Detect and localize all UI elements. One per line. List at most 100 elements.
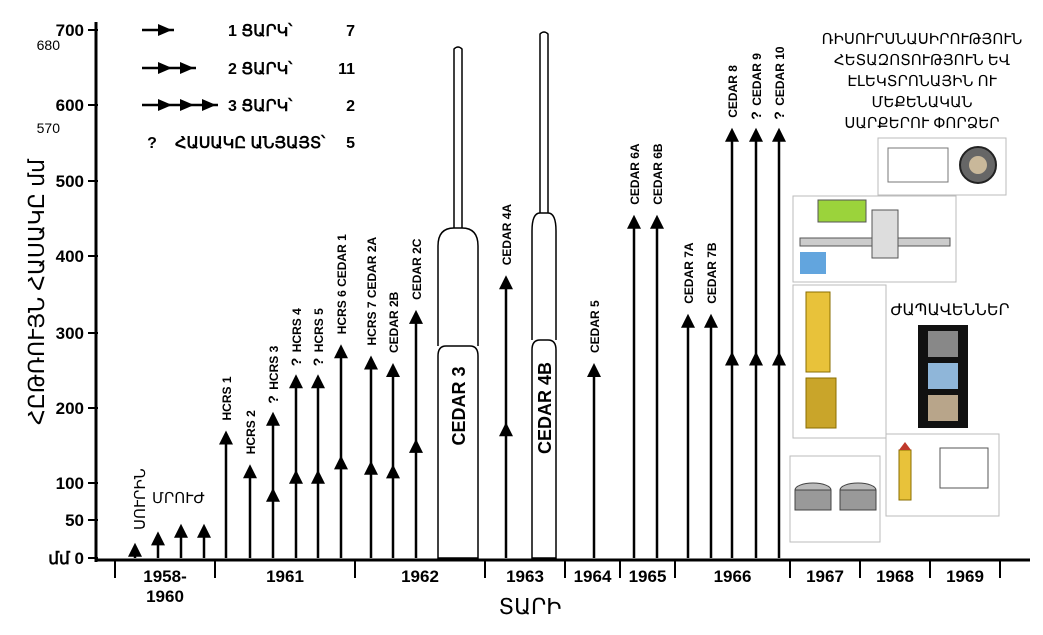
figure-can-left-body [794, 489, 832, 511]
legend-count: 7 [346, 23, 355, 40]
rocket-label: CEDAR 10 [773, 46, 787, 106]
rocket-tip [587, 363, 601, 377]
legend-arrow-head [202, 99, 216, 111]
rocket-label: CEDAR 4A [500, 204, 514, 266]
group-label: ՍՈՒՐԻՆ [132, 468, 149, 530]
rocket-tip [704, 313, 718, 328]
unknown-mark: ? [288, 358, 304, 367]
figure-blue-tank [800, 252, 826, 274]
rocket-mid-head [772, 351, 786, 366]
side-panel-layer: ՌԻՍՈՒՐՍՆԱՍԻՐՈՒԹՅՈՒՆ ՀԵՏԱԶՈՏՈՒԹՅՈՒՆ ԵՎ ԷԼԵԿ… [789, 31, 1023, 543]
tube-stem [539, 31, 549, 213]
rocket-mid-head [364, 460, 378, 475]
rocket-label: HCRS 2 [244, 410, 258, 454]
rocket-mid-head [499, 422, 513, 437]
legend-text: 2 ՑԱՐԿ՝ [228, 60, 293, 78]
y-tick-label: 700 [56, 21, 84, 40]
rocket-label: CEDAR 6A [628, 143, 642, 205]
legend-text: ՀԱՍԱԿԸ ԱՆՅԱՅՏ՝ [175, 134, 326, 152]
rocket-mid-head [289, 469, 303, 484]
figure-payload-nose [899, 442, 911, 450]
y-tick-label: 300 [56, 324, 84, 343]
year-label: 1962 [401, 567, 439, 586]
rocket-mid-head [725, 351, 739, 366]
rocket-label: HCRS 1 [220, 376, 234, 420]
tube-label: CEDAR 3 [449, 366, 469, 445]
figure-can-right-body [839, 489, 877, 511]
rocket-label: HCRS 5 [312, 308, 326, 352]
tube-body [531, 339, 557, 559]
legend-text: 1 ՑԱՐԿ՝ [228, 22, 293, 40]
y-tick-label: 500 [56, 172, 84, 191]
rocket-tip [151, 531, 165, 546]
rocket-tip [243, 464, 257, 479]
year-label: 1965 [629, 567, 667, 586]
side-films-label: ԺԱՊԱՎԵՆՆԵՐ [890, 302, 1009, 319]
unknown-mark: ? [310, 358, 326, 367]
year-label: 1958- [143, 567, 186, 586]
rocket-mid-head [749, 351, 763, 366]
unknown-mark: ? [265, 395, 281, 404]
rocket-mid-head [386, 464, 400, 479]
rocket-label: CEDAR 9 [750, 53, 764, 106]
legend-layer: 1 ՑԱՐԿ՝ 7 2 ՑԱՐԿ՝ 11 3 ՑԱՐԿ՝ 2? ՀԱՍԱԿԸ ԱՆՅԱՅՏ՝… [142, 22, 355, 152]
y-tick-label: մմ 0 [48, 549, 84, 568]
year-label: 1963 [506, 567, 544, 586]
legend-count: 5 [346, 135, 355, 152]
legend-arrow-head [180, 99, 194, 111]
y-tick-label: 200 [56, 399, 84, 418]
group-label: ՄՐՈՒԺ [152, 490, 205, 507]
rocket-tip [364, 355, 378, 370]
legend-arrow-head [158, 62, 172, 74]
rocket-tip [499, 275, 513, 290]
figure-detector-core [969, 156, 987, 174]
figure-payload-box [939, 447, 989, 489]
side-title-line: ՄԵՔԵՆԱԿԱՆ [871, 94, 972, 111]
rocket-tip [289, 374, 303, 389]
year-label: 1969 [946, 567, 984, 586]
rocket-label: HCRS 4 [290, 308, 304, 352]
side-title-line: ՌԻՍՈՒՐՍՆԱՍԻՐՈՒԹՅՈՒՆ [822, 31, 1023, 48]
figure-film-frame [928, 331, 958, 357]
rocket-label: HCRS 7 CEDAR 2A [365, 236, 379, 345]
rocket-tip [772, 127, 786, 142]
figure-coil-top [805, 291, 831, 373]
year-label: 1967 [806, 567, 844, 586]
side-title-line: ՍԱՐՔԵՐՈՒ ՓՈՐՁԵՐ [844, 115, 999, 132]
y-tick-label: 400 [56, 247, 84, 266]
legend-text: 3 ՑԱՐԿ՝ [228, 97, 293, 115]
rocket-tip [681, 313, 695, 328]
legend-arrow-head [180, 62, 194, 74]
y-extra-label: 570 [37, 120, 61, 136]
year-label: 1961 [266, 567, 304, 586]
figure-film-frame [928, 395, 958, 421]
rockets-layer: HCRS 1 HCRS 2? HCRS 3 ? HCRS 4? HCRS 5 HCRS 6 … [128, 46, 787, 558]
legend-count: 11 [338, 61, 355, 78]
rocket-mid-head [409, 438, 423, 453]
rocket-mid-head [334, 455, 348, 470]
rocket-mid-head [266, 487, 280, 502]
figure-coil-bottom [805, 377, 837, 429]
rocket-tip [650, 214, 664, 229]
tube-label: CEDAR 4B [535, 362, 555, 454]
rocket-label: CEDAR 5 [588, 300, 602, 353]
year-label: 1968 [876, 567, 914, 586]
rocket-tip [197, 523, 211, 538]
rocket-label: CEDAR 8 [726, 65, 740, 118]
legend-mark: ? [147, 135, 157, 152]
rocket-tip [627, 214, 641, 229]
rocket-tip [311, 374, 325, 389]
side-title-line: ԷԼԵԿՏՐՈՆԱՅԻՆ ՈՒ [847, 73, 997, 90]
y-tick-label: 100 [56, 474, 84, 493]
rocket-tip [725, 127, 739, 142]
rocket-tip [749, 127, 763, 142]
rocket-tip [409, 309, 423, 324]
big-tubes-layer: CEDAR 3 CEDAR 4B [437, 31, 557, 559]
rocket-label: CEDAR 7B [705, 242, 719, 304]
y-axis-title: ՀԸԹՌՈՒՅՆ ՀԱՍԱԿԸ մմ [24, 158, 49, 425]
rocket-label: HCRS 3 [267, 345, 281, 389]
rocket-label: CEDAR 6B [651, 143, 665, 205]
